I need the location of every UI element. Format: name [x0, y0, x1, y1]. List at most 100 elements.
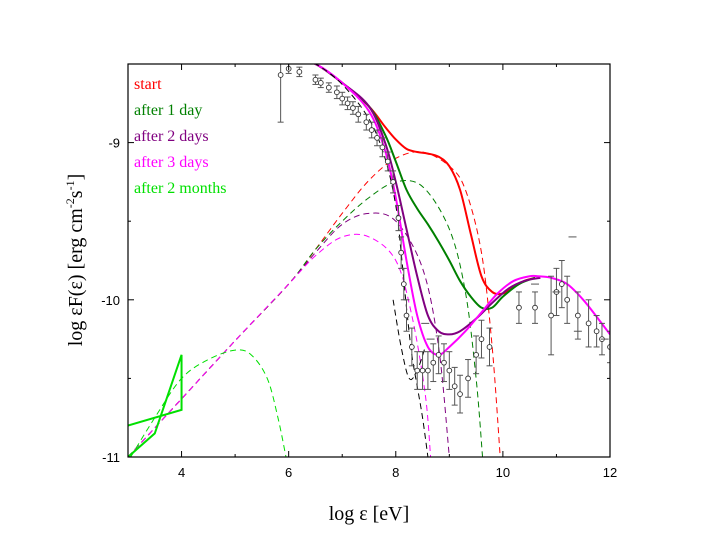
data-marker: [435, 351, 442, 358]
series-line-3: [128, 180, 484, 457]
data-point: [355, 105, 362, 123]
data-point: [317, 77, 324, 89]
data-marker: [575, 312, 581, 319]
legend-item: after 2 days: [134, 128, 209, 145]
data-point: [296, 66, 303, 78]
data-marker: [532, 304, 538, 311]
y-axis-title-sup1: -2: [63, 198, 77, 208]
data-marker: [486, 344, 493, 350]
series-line-10: [392, 299, 426, 381]
y-axis-title-base: log εF(ε) [erg cm: [65, 208, 87, 347]
data-marker: [408, 344, 415, 350]
series-line-1: [128, 151, 501, 457]
data-point: [532, 291, 539, 324]
data-point: [379, 137, 386, 158]
data-marker: [400, 281, 407, 287]
data-point: [339, 91, 346, 106]
data-marker: [312, 76, 319, 83]
legend-item: start: [134, 76, 162, 93]
data-point: [478, 319, 485, 359]
legend: start after 1 day after 2 days after 3 days…: [134, 76, 226, 197]
data-point: [344, 96, 351, 111]
data-marker: [564, 296, 571, 303]
data-point: [446, 351, 453, 390]
data-marker: [344, 100, 351, 107]
data-point: [400, 267, 407, 301]
plot-frame: [127, 63, 611, 458]
y-tick-label: -11: [102, 450, 120, 465]
data-point: [333, 85, 340, 100]
data-marker: [441, 359, 447, 366]
data-marker: [457, 391, 463, 397]
data-point: [349, 101, 356, 115]
y-tick-label: -9: [108, 136, 120, 151]
legend-item: after 2 months: [134, 180, 226, 197]
data-marker: [390, 179, 396, 185]
data-point: [430, 343, 437, 383]
data-marker: [585, 320, 592, 327]
data-marker: [473, 351, 479, 358]
data-marker: [368, 127, 375, 133]
axis-ticks: 4 6 8 10 12 -11 -10 -9: [101, 63, 617, 480]
data-marker: [379, 144, 386, 151]
series-line-4: [312, 64, 541, 336]
data-marker: [317, 80, 324, 86]
data-marker: [398, 249, 404, 256]
data-point: [424, 351, 431, 390]
data-marker: [425, 367, 431, 374]
data-marker: [296, 69, 303, 75]
y-axis-title: log εF(ε) [erg cm-2s-1]: [63, 174, 87, 347]
data-marker: [325, 84, 332, 91]
data-point: [593, 315, 600, 348]
series-line-9: [314, 64, 429, 457]
series-line-2: [312, 64, 536, 311]
data-marker: [451, 383, 458, 390]
data-point: [277, 64, 284, 123]
data-point: [395, 204, 402, 232]
data-marker: [548, 312, 554, 319]
data-marker: [516, 304, 522, 311]
data-point: [363, 113, 370, 131]
series-line-6: [312, 64, 610, 356]
series-line-0: [312, 64, 536, 296]
data-marker: [403, 312, 410, 319]
data-marker: [446, 367, 453, 374]
data-marker: [384, 158, 391, 165]
data-marker: [478, 336, 485, 342]
series-line-8: [130, 349, 287, 457]
y-axis-title-mid: s: [65, 190, 87, 198]
x-tick-label: 12: [603, 465, 617, 480]
data-point: [414, 351, 421, 390]
data-marker: [339, 95, 346, 102]
data-marker: [277, 72, 284, 78]
data-point: [558, 260, 565, 309]
data-marker: [414, 367, 421, 374]
bowtie-line: [128, 354, 183, 457]
svg-text:log εF(ε) [erg cm-2s-1]: log εF(ε) [erg cm-2s-1]: [63, 174, 87, 347]
data-point: [325, 82, 332, 93]
y-tick-label: -10: [101, 293, 120, 308]
data-marker: [334, 89, 340, 96]
x-tick-label: 4: [178, 465, 185, 480]
data-point: [408, 327, 415, 367]
data-point: [451, 366, 458, 406]
x-tick-label: 6: [285, 465, 292, 480]
data-marker: [419, 367, 426, 374]
y-axis-title-end: ]: [65, 174, 87, 181]
data-marker: [593, 328, 600, 335]
data-marker: [350, 105, 356, 111]
data-marker: [430, 359, 437, 366]
data-point: [312, 74, 319, 85]
legend-item: after 3 days: [134, 154, 209, 171]
y-axis-title-sup2: -1: [63, 180, 77, 190]
data-point: [384, 151, 391, 172]
x-tick-label: 8: [392, 465, 399, 480]
data-marker: [374, 135, 380, 141]
x-tick-label: 10: [496, 465, 510, 480]
data-point: [465, 359, 472, 398]
data-marker: [355, 111, 362, 118]
data-point: [564, 275, 571, 324]
x-axis-title: log ε [eV]: [329, 503, 410, 525]
data-point: [574, 291, 581, 340]
data-marker: [363, 119, 370, 126]
